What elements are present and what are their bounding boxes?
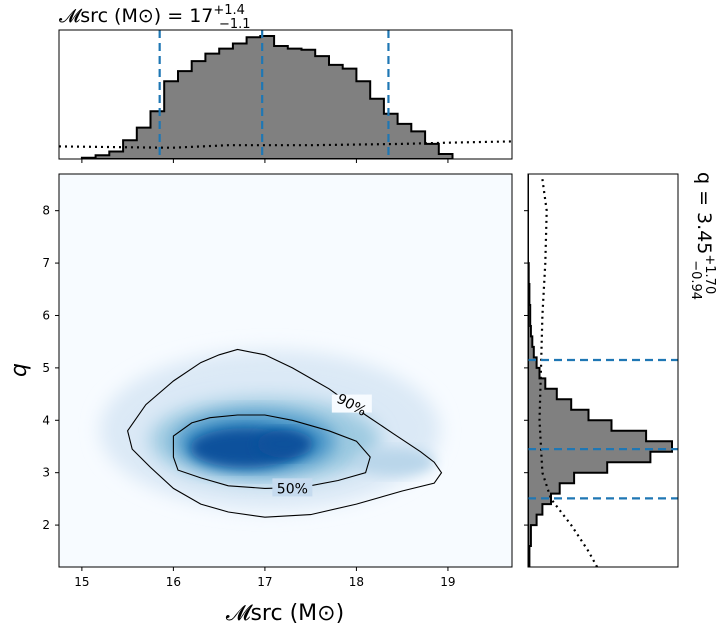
- y-tick-label: 6: [42, 308, 50, 322]
- top-prior-line: [59, 140, 512, 149]
- top-frame: [58, 29, 513, 160]
- top-marginal-panel: 𝓜src (M⊙) = 17+1.4 −1.1: [58, 3, 513, 163]
- main-x-ticks: 15 16 17 18 19: [74, 567, 456, 589]
- contour-label-bg: [272, 478, 313, 497]
- y-tick-label: 8: [42, 204, 50, 218]
- top-x-ticks: [81, 159, 449, 163]
- top-credible-lines: [158, 30, 390, 159]
- right-histogram: [528, 174, 673, 567]
- contour-label: 50%: [277, 481, 308, 497]
- top-histogram: [80, 35, 454, 159]
- right-y-ticks: [524, 210, 528, 526]
- x-axis-label: 𝓜src (M⊙): [226, 601, 344, 626]
- contour-50pct: [172, 414, 371, 489]
- contour-label-bg: [331, 394, 372, 413]
- right-prior-curve: [538, 179, 599, 567]
- right-background: [528, 174, 678, 567]
- density-heatmap: [100, 350, 440, 510]
- x-tick-label: 18: [349, 575, 364, 589]
- y-tick-label: 5: [42, 361, 50, 375]
- right-title: q = 3.45+1.70−0.94: [688, 172, 717, 300]
- density-tail: [355, 448, 435, 476]
- main-panel: 90%50% 15 16 17 18 19 2 3 4 5 6 7 8 𝓜src (M⊙) q: [7, 173, 513, 626]
- y-tick-label: 7: [42, 256, 50, 270]
- top-prior-curve: [59, 140, 512, 149]
- right-credible-lines: [528, 358, 678, 500]
- credible-contours: [127, 348, 443, 518]
- y-axis-label: q: [7, 363, 32, 377]
- y-tick-label: 2: [42, 518, 50, 532]
- top-title: 𝓜src (M⊙) = 17+1.4 −1.1: [59, 3, 251, 32]
- top-histogram-bars: [80, 35, 454, 159]
- contour-labels: 90%50%: [272, 391, 372, 497]
- main-y-ticks: 2 3 4 5 6 7 8: [42, 204, 59, 532]
- right-marginal-panel: q = 3.45+1.70−0.94: [524, 172, 717, 568]
- x-tick-label: 16: [166, 575, 181, 589]
- contour-90pct: [127, 348, 443, 518]
- right-prior-line: [538, 179, 599, 567]
- right-frame: [527, 173, 679, 568]
- density-core-2: [257, 430, 313, 458]
- x-tick-label: 15: [74, 575, 89, 589]
- x-tick-label: 17: [257, 575, 272, 589]
- y-tick-label: 3: [42, 466, 50, 480]
- x-tick-label: 19: [440, 575, 455, 589]
- right-histogram-bars: [528, 174, 673, 567]
- y-tick-label: 4: [42, 413, 50, 427]
- main-frame: [58, 173, 513, 568]
